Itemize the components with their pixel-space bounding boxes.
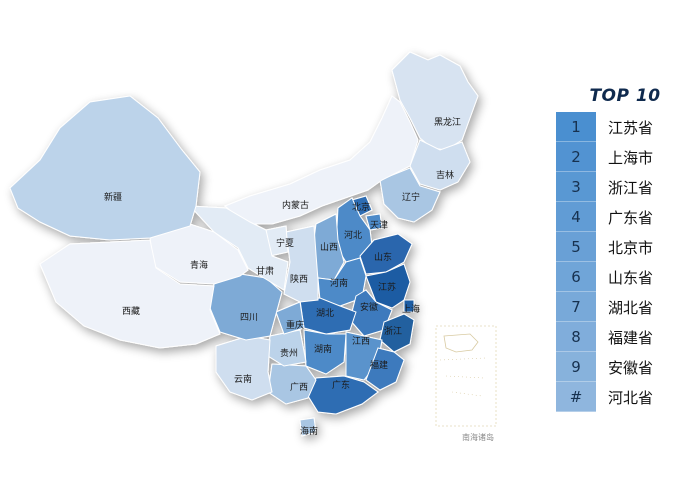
rank-province-name: 浙江省 <box>608 178 654 197</box>
region-xizang <box>39 239 221 349</box>
label-liaoning: 辽宁 <box>402 191 420 203</box>
rank-number: 2 <box>556 142 596 172</box>
rank-number: 6 <box>556 262 596 292</box>
label-jiangxi: 江西 <box>352 336 370 347</box>
region-qinghai <box>149 223 249 285</box>
label-hebei: 河北 <box>344 229 362 241</box>
label-xinjiang: 新疆 <box>104 191 122 203</box>
rank-row: 8 福建省 <box>556 322 666 352</box>
rank-number: 4 <box>556 202 596 232</box>
region-hainan <box>299 417 317 437</box>
rank-row: 1 江苏省 <box>556 112 666 142</box>
label-jiangsu: 江苏 <box>378 281 396 293</box>
rank-number: 1 <box>556 112 596 142</box>
label-anhui: 安徽 <box>360 301 378 313</box>
rank-province-name: 山东省 <box>608 268 654 287</box>
rank-province-name: 湖北省 <box>608 298 654 317</box>
label-xizang: 西藏 <box>122 305 140 317</box>
label-yunnan: 云南 <box>234 373 252 385</box>
label-shanghai: 上海 <box>402 303 420 315</box>
rank-row: 2 上海市 <box>556 142 666 172</box>
rank-row: 6 山东省 <box>556 262 666 292</box>
rank-row: 9 安徽省 <box>556 352 666 382</box>
region-jilin <box>409 139 471 191</box>
region-sichuan <box>209 273 283 341</box>
region-tianjin <box>365 213 383 231</box>
region-heilongjiang <box>391 51 479 151</box>
label-chongqing: 重庆 <box>286 319 304 331</box>
region-guangdong <box>307 375 379 415</box>
region-xinjiang <box>9 95 201 241</box>
region-gansu <box>188 205 289 291</box>
label-guangxi: 广西 <box>290 381 308 393</box>
label-heilongjiang: 黑龙江 <box>434 116 461 128</box>
label-shandong: 山东 <box>374 251 392 263</box>
region-chongqing <box>275 301 305 335</box>
region-hubei <box>299 297 357 335</box>
label-shanxi: 山西 <box>320 242 338 253</box>
label-tianjin: 天津 <box>370 220 388 231</box>
region-shaanxi <box>283 225 319 303</box>
rank-number: 9 <box>556 352 596 382</box>
region-neimenggu <box>224 95 419 225</box>
label-beijing: 北京 <box>352 201 370 213</box>
label-ningxia: 宁夏 <box>276 237 294 249</box>
south-china-sea-inset: 南海诸岛 <box>435 325 497 442</box>
rank-number: 7 <box>556 292 596 322</box>
label-qinghai: 青海 <box>190 259 208 271</box>
label-shaanxi: 陕西 <box>290 273 308 285</box>
rank-province-name: 江苏省 <box>608 118 654 137</box>
label-zhejiang: 浙江 <box>384 325 402 337</box>
rank-row: 4 广东省 <box>556 202 666 232</box>
rank-province-name: 河北省 <box>608 388 654 407</box>
region-shanghai <box>403 299 415 313</box>
rank-number: 3 <box>556 172 596 202</box>
rank-province-name: 上海市 <box>608 148 654 167</box>
region-liaoning <box>379 167 441 223</box>
rank-province-name: 广东省 <box>608 208 654 227</box>
region-yunnan <box>215 335 273 401</box>
top10-title: TOP 10 <box>589 86 661 106</box>
region-shandong <box>359 233 413 275</box>
label-hunan: 湖南 <box>314 343 332 355</box>
label-guizhou: 贵州 <box>280 347 298 359</box>
label-neimenggu: 内蒙古 <box>282 199 309 211</box>
rank-number: # <box>556 382 596 412</box>
label-hubei: 湖北 <box>316 308 334 319</box>
region-guizhou <box>267 329 307 367</box>
rank-province-name: 福建省 <box>608 328 654 347</box>
region-fujian <box>365 347 405 391</box>
rank-number: 5 <box>556 232 596 262</box>
rank-list: 1 江苏省 2 上海市 3 浙江省 4 广东省 5 北京市 6 山东省 7 湖北省 8 福建省 9 安徽省 # 河北省 <box>556 112 666 412</box>
label-gansu: 甘肃 <box>256 265 274 277</box>
rank-row: 5 北京市 <box>556 232 666 262</box>
label-hainan: 海南 <box>300 425 318 437</box>
rank-row: # 河北省 <box>556 382 666 412</box>
label-sichuan: 四川 <box>240 313 258 323</box>
label-guangdong: 广东 <box>332 379 350 391</box>
rank-number: 8 <box>556 322 596 352</box>
label-henan: 河南 <box>330 277 348 289</box>
china-choropleth-map: 黑龙江 吉林 辽宁 内蒙古 北京 天津 河北 山西 山东 河南 江苏 上海 安徽… <box>9 51 497 442</box>
label-fujian: 福建 <box>370 359 388 371</box>
label-nanhai: 南海诸岛 <box>462 432 494 442</box>
label-jilin: 吉林 <box>436 169 454 181</box>
top10-legend: TOP 10 1 江苏省 2 上海市 3 浙江省 4 广东省 5 北京市 6 山东省 7 湖北省 8 福建省 9… <box>556 86 666 412</box>
rank-province-name: 安徽省 <box>608 358 654 377</box>
rank-row: 3 浙江省 <box>556 172 666 202</box>
rank-province-name: 北京市 <box>608 238 654 257</box>
rank-row: 7 湖北省 <box>556 292 666 322</box>
